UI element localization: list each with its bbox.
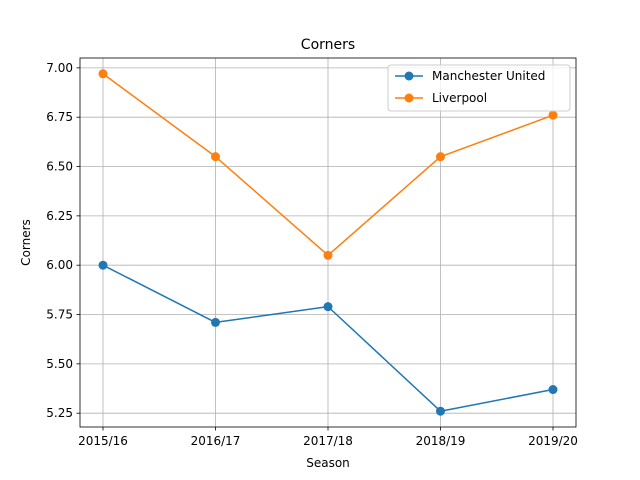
x-axis-label: Season xyxy=(306,456,350,470)
data-point-liverpool xyxy=(211,152,220,162)
data-point-manchester-united xyxy=(548,385,558,395)
x-tick-label: 2016/17 xyxy=(191,434,241,448)
y-tick-label: 7.00 xyxy=(46,61,73,75)
data-point-manchester-united xyxy=(98,260,108,270)
x-tick-label: 2019/20 xyxy=(528,434,578,448)
y-tick-label: 5.25 xyxy=(46,406,73,420)
legend-box xyxy=(387,64,571,112)
data-point-liverpool xyxy=(98,69,108,79)
grid-lines xyxy=(80,58,576,427)
legend: Manchester United Liverpool xyxy=(387,64,571,112)
x-tick-label: 2015/16 xyxy=(78,434,128,448)
y-tick-label: 5.50 xyxy=(46,357,73,371)
data-point-liverpool xyxy=(323,250,333,260)
legend-label-manchester-united: Manchester United xyxy=(432,69,545,83)
legend-marker-liverpool xyxy=(404,93,414,103)
data-point-liverpool xyxy=(548,110,558,120)
x-tick-label: 2017/18 xyxy=(303,434,353,448)
data-point-liverpool xyxy=(436,152,445,162)
legend-label-liverpool: Liverpool xyxy=(432,91,487,105)
y-axis-label: Corners xyxy=(19,219,33,266)
y-tick-label: 6.75 xyxy=(46,110,73,124)
y-tick-label: 6.00 xyxy=(46,258,73,272)
y-tick-label: 6.50 xyxy=(46,160,73,174)
y-tick-label: 5.75 xyxy=(46,308,73,322)
legend-marker-manchester-united xyxy=(404,71,414,81)
axis-ticks: 2015/16 2016/17 2017/18 2018/19 2019/20 5.25 5… xyxy=(46,61,578,448)
data-point-manchester-united xyxy=(323,302,333,312)
data-point-manchester-united xyxy=(436,406,445,416)
x-tick-label: 2018/19 xyxy=(416,434,466,448)
chart-title: Corners xyxy=(301,37,355,53)
y-tick-label: 6.25 xyxy=(46,209,73,223)
data-point-manchester-united xyxy=(211,317,220,327)
series-group xyxy=(98,69,558,416)
